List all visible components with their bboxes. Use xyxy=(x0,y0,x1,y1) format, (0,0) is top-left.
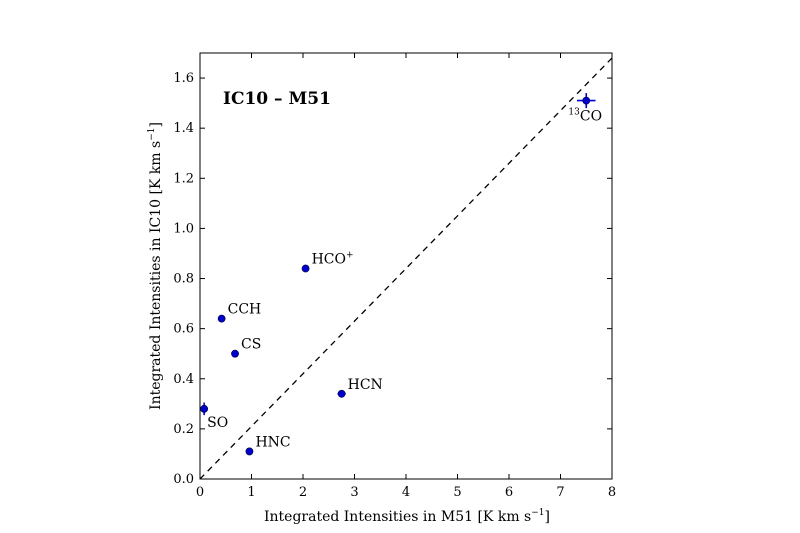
x-tick-label-8: 8 xyxy=(608,485,616,500)
y-tick-label-8: 1.6 xyxy=(173,71,194,86)
y-axis-label: Integrated Intensities in IC10 [K km s−1… xyxy=(147,122,164,410)
point-label-main-cs: CS xyxy=(241,337,261,353)
y-axis-label-superscript: −1 xyxy=(147,128,157,141)
point-label-cch: CCH xyxy=(228,302,262,318)
data-point-cs: CS xyxy=(231,337,261,358)
axes-layer: 0 1 2 3 4 5 6 7 8 0.0 0.2 0.4 0.6 0.8 1.0 1.2 1.4 1.6 xyxy=(173,53,616,500)
y-tick-label-5: 1.0 xyxy=(173,221,194,236)
x-tick-label-7: 7 xyxy=(556,485,564,500)
point-label-main-hnc: HNC xyxy=(255,434,290,450)
y-tick-label-2: 0.4 xyxy=(173,372,194,387)
point-label-main-hcn: HCN xyxy=(348,377,383,393)
data-point-hco: HCO+ xyxy=(301,251,354,273)
point-label-hcn: HCN xyxy=(348,377,383,393)
x-tick-label-3: 3 xyxy=(350,485,358,500)
y-tick-label-7: 1.4 xyxy=(173,121,194,136)
data-point-hnc: HNC xyxy=(245,434,291,456)
point-label-main-cch: CCH xyxy=(228,302,262,318)
x-tick-label-0: 0 xyxy=(196,485,204,500)
x-tick-label-1: 1 xyxy=(247,485,255,500)
point-marker-cs xyxy=(231,349,239,358)
data-point-cch: CCH xyxy=(217,302,262,323)
x-tick-label-6: 6 xyxy=(505,485,513,500)
point-marker-13co xyxy=(582,96,591,105)
x-axis-label-end: ] xyxy=(545,509,550,525)
y-axis-label-main: Integrated Intensities in IC10 [K km s xyxy=(148,141,164,410)
point-label-main-so: SO xyxy=(207,415,228,431)
x-tick-label-5: 5 xyxy=(453,485,461,500)
y-tick-label-6: 1.2 xyxy=(173,171,194,186)
point-marker-cch xyxy=(217,314,226,323)
y-tick-label-3: 0.6 xyxy=(173,322,194,337)
reference-line-layer xyxy=(199,57,613,480)
y-axis-label-end: ] xyxy=(148,122,164,127)
y-tick-label-4: 0.8 xyxy=(173,272,194,287)
point-label-so: SO xyxy=(207,415,228,431)
data-point-13co: 13CO xyxy=(568,93,602,125)
x-axis-label-main: Integrated Intensities in M51 [K km s xyxy=(264,509,531,525)
point-label-13co: 13CO xyxy=(568,108,602,125)
point-marker-hnc xyxy=(245,447,254,456)
data-points-layer: HCO+ CCH CS HCN SO HNC 13CO xyxy=(200,93,602,456)
point-label-cs: CS xyxy=(241,337,261,353)
point-label-superscript-hco: + xyxy=(346,251,354,261)
point-label-prefix-13co: 13 xyxy=(568,108,580,118)
point-marker-hcn xyxy=(337,389,346,398)
y-tick-label-0: 0.0 xyxy=(173,472,194,487)
point-marker-hco xyxy=(301,264,310,273)
y-tick-label-1: 0.2 xyxy=(173,422,194,437)
x-tick-label-2: 2 xyxy=(299,485,307,500)
point-marker-so xyxy=(200,404,209,413)
point-label-hnc: HNC xyxy=(255,434,290,450)
point-label-main-13co: CO xyxy=(580,109,602,125)
x-axis-label: Integrated Intensities in M51 [K km s−1] xyxy=(264,508,550,525)
panel-title: IC10 – M51 xyxy=(223,89,331,109)
point-label-main-hco: HCO xyxy=(312,252,346,268)
x-axis-label-superscript: −1 xyxy=(531,508,544,518)
one-to-one-dashed-line xyxy=(199,57,613,480)
point-label-hco: HCO+ xyxy=(312,251,354,268)
x-tick-label-4: 4 xyxy=(402,485,410,500)
data-point-hcn: HCN xyxy=(337,377,383,398)
data-point-so: SO xyxy=(200,402,228,431)
